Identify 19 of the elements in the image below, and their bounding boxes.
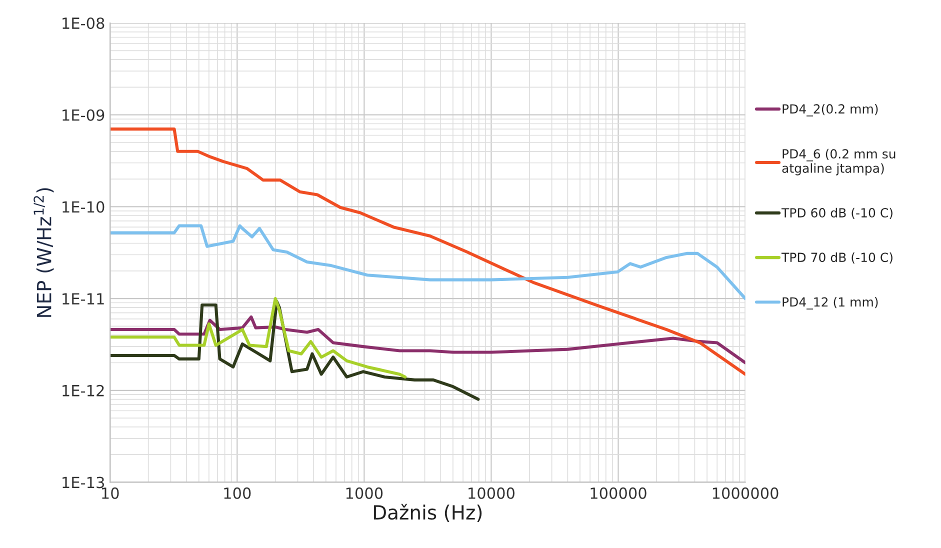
x-tick-label: 1000 (346, 487, 383, 499)
legend-label: PD4_2(0.2 mm) (782, 104, 878, 116)
y-tick-label: 1E-08 (62, 17, 104, 30)
y-tick-label: 1E-13 (62, 476, 104, 488)
x-axis-title: Dažnis (Hz) (374, 504, 482, 522)
legend-label: PD4_6 (0.2 mm su atgaline jtampa) (782, 148, 896, 176)
y-tick-label: 1E-11 (62, 293, 104, 304)
x-tick-label: 10 (102, 487, 119, 499)
y-tick-label: 1E-10 (62, 201, 104, 213)
legend-label: PD4_12 (1 mm) (782, 297, 878, 310)
x-tick-label: 100000 (590, 487, 646, 499)
y-tick-label: 1E-12 (62, 384, 104, 396)
legend-label: TPD 60 dB (-10 C) (781, 208, 892, 219)
y-axis-title: NEP (W/Hz$^{1/2}$) (34, 188, 54, 317)
y-tick-label: 1E-09 (62, 109, 104, 121)
x-tick-label: 1000000 (712, 487, 778, 499)
x-tick-label: 100 (224, 487, 251, 499)
x-tick-label: 10000 (468, 487, 514, 499)
legend-label: TPD 70 dB (-10 C) (781, 252, 892, 264)
